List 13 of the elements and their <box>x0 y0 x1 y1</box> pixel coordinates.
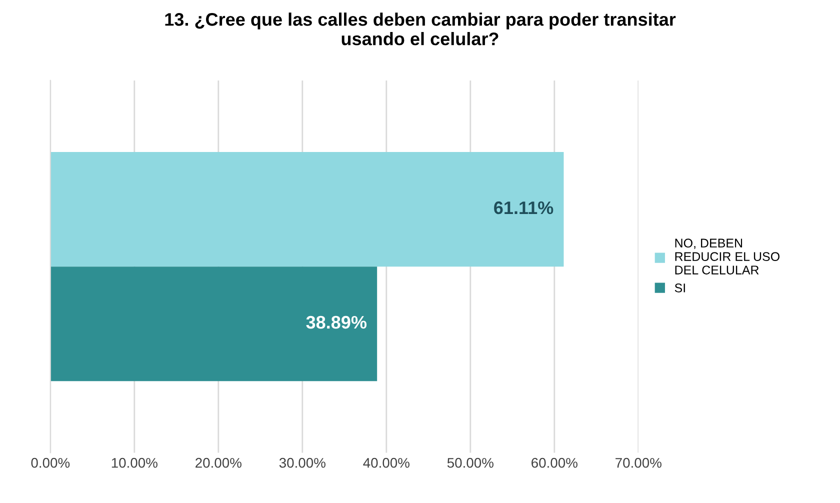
x-tick-label: 70.00% <box>616 458 662 468</box>
x-tick-label: 30.00% <box>279 458 326 468</box>
x-tick-label: 40.00% <box>363 458 410 468</box>
x-tick-label: 10.00% <box>112 458 158 468</box>
x-tick-label: 60.00% <box>532 458 578 468</box>
x-tick-label: 50.00% <box>447 458 494 468</box>
x-tick-label: 20.00% <box>196 458 242 468</box>
legend-label: SI <box>674 284 685 292</box>
data-label: 38.89% <box>306 316 367 329</box>
chart-title: 13. ¿Cree que las calles deben cambiar para poder transitar usando el celular? <box>165 12 676 46</box>
data-label: 61.11% <box>494 201 554 214</box>
legend-label: NO, DEBEN REDUCIR EL USO DEL CELULAR <box>675 238 780 274</box>
x-tick-label: 0.00% <box>31 458 70 468</box>
